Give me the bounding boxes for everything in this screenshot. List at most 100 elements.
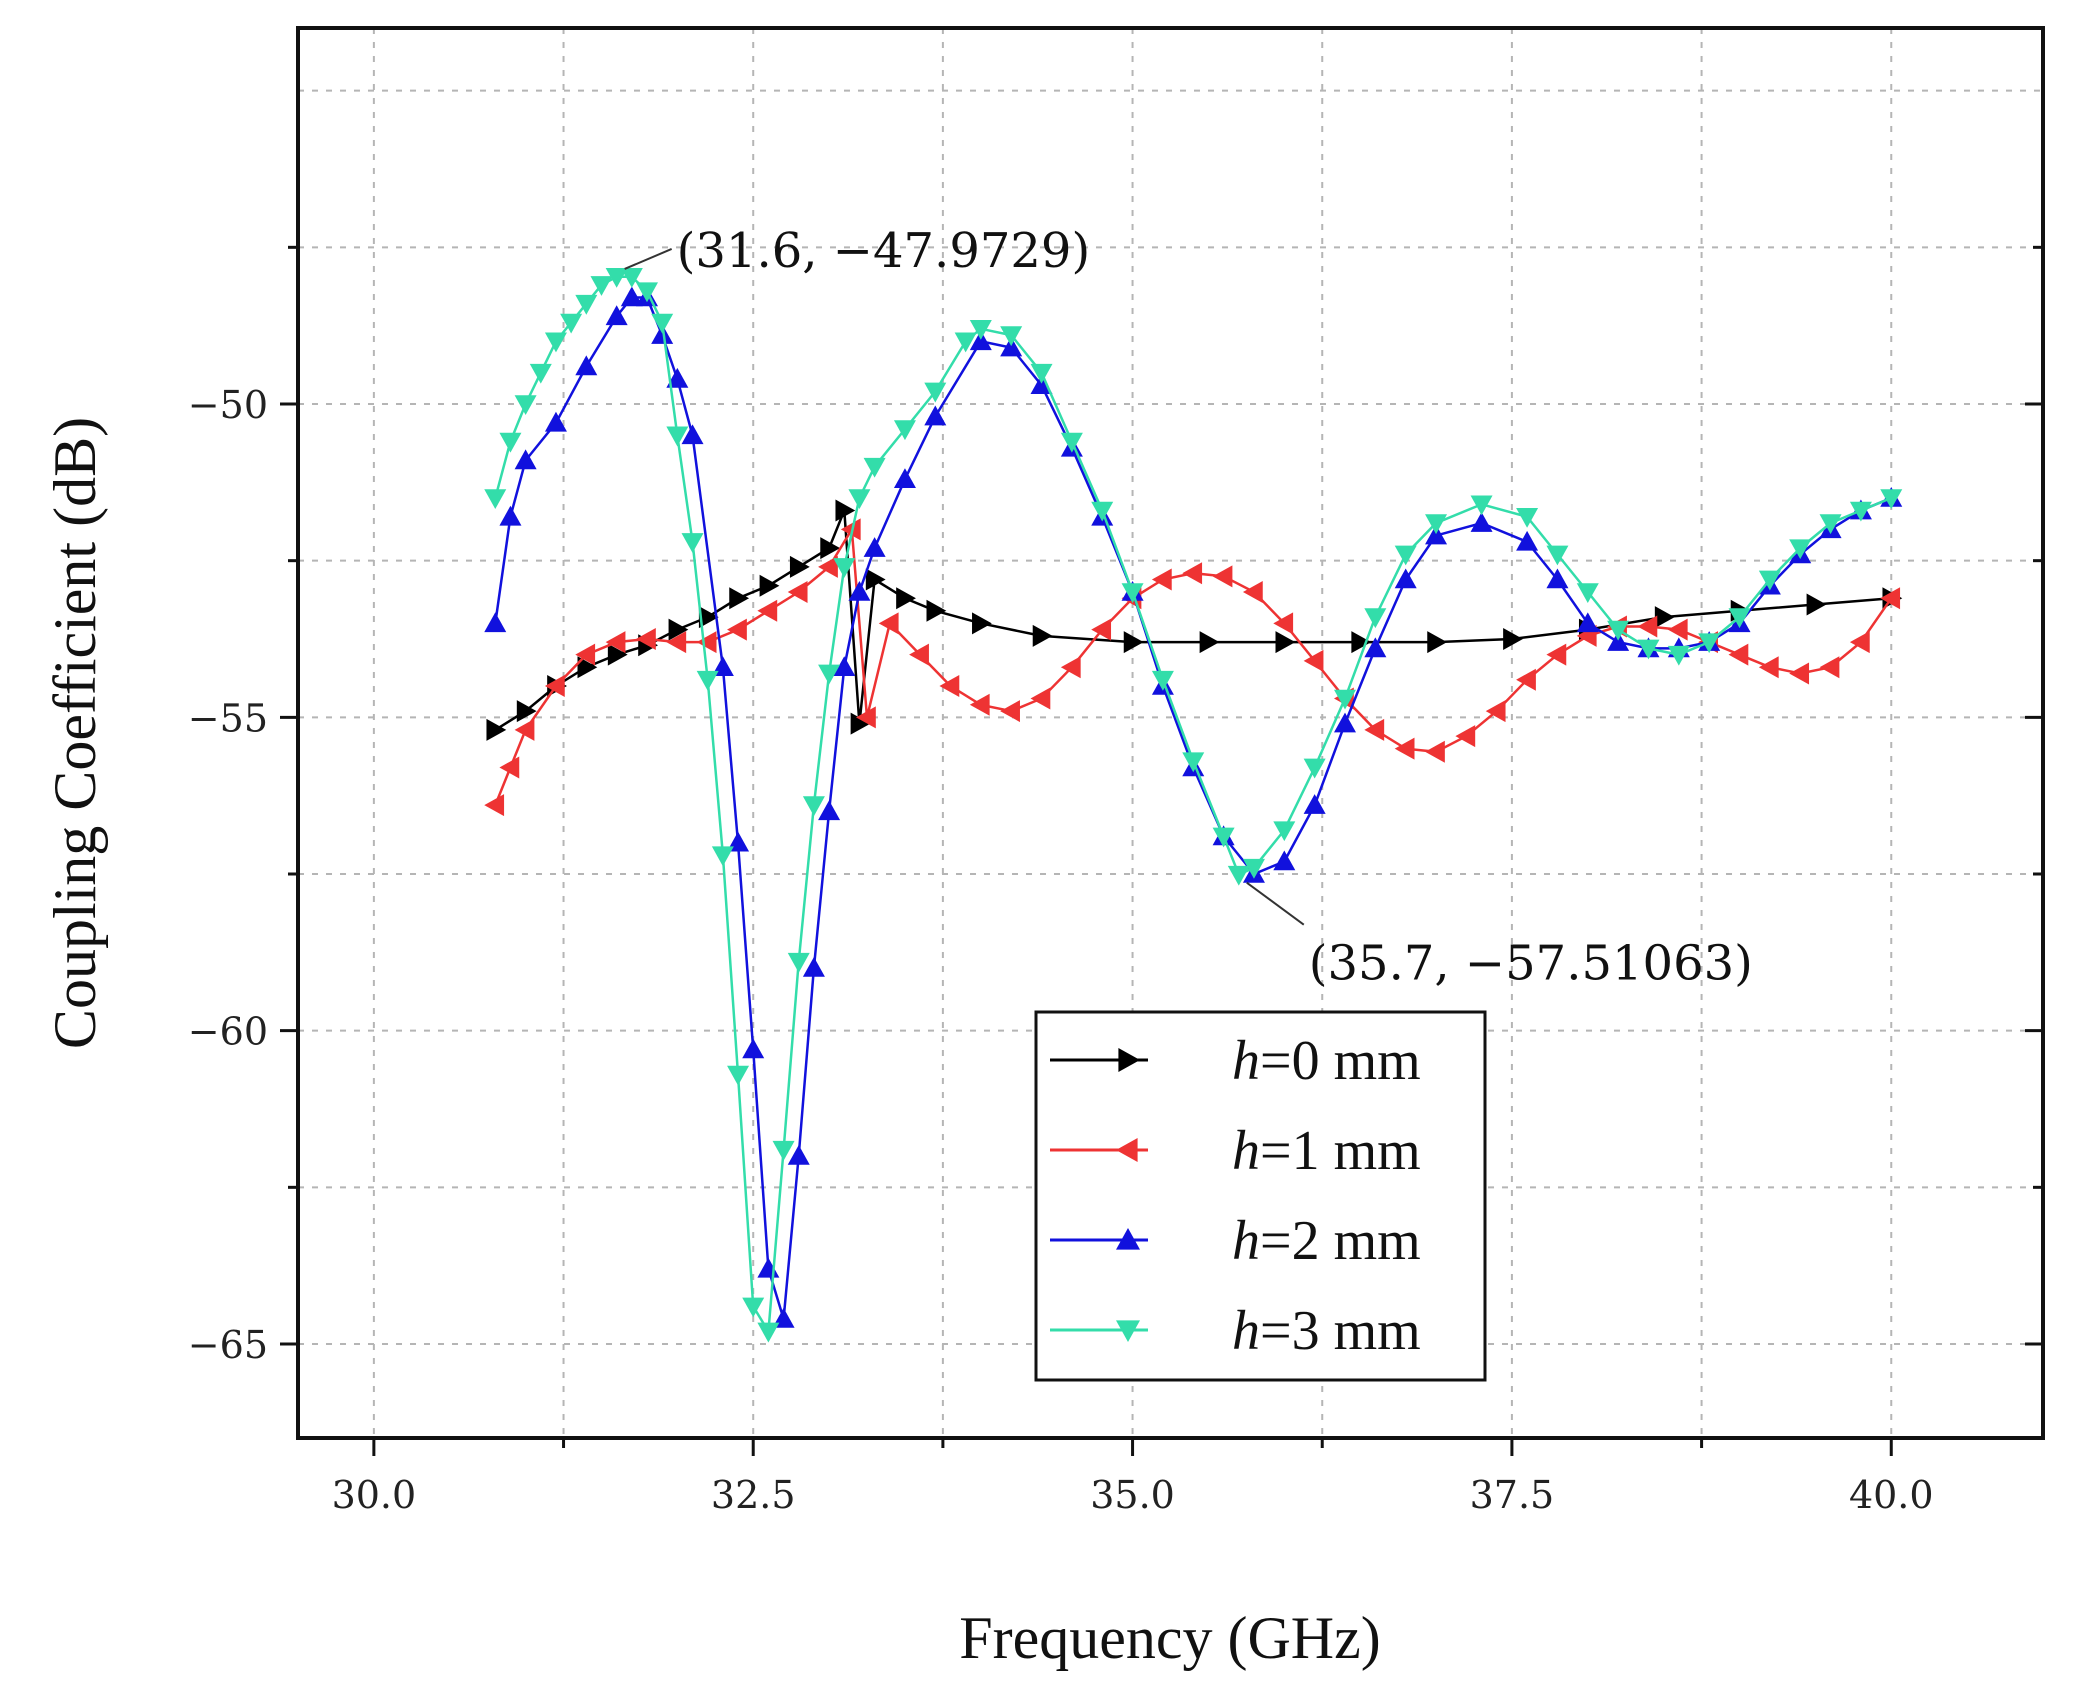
- data-point: [742, 1038, 765, 1059]
- data-point: [969, 693, 990, 716]
- data-point: [969, 320, 992, 340]
- data-point: [605, 267, 628, 288]
- data-point: [729, 587, 750, 610]
- data-point: [1789, 539, 1812, 560]
- data-point: [1275, 631, 1296, 654]
- data-point: [1470, 512, 1493, 532]
- data-point: [1455, 725, 1476, 748]
- data-point: [1151, 670, 1174, 691]
- data-point: [620, 286, 643, 307]
- data-point: [1091, 501, 1114, 522]
- data-point: [516, 700, 537, 723]
- data-point: [1364, 608, 1387, 629]
- data-point: [1503, 628, 1523, 650]
- data-point: [1060, 432, 1083, 453]
- data-point: [1819, 514, 1842, 535]
- data-point: [1091, 618, 1112, 641]
- legend: h=0 mm h=1 mm h=2 mm h=3 mm: [1034, 1010, 1487, 1382]
- x-axis-title: Frequency (GHz): [959, 1605, 1381, 1671]
- data-point: [840, 518, 861, 541]
- data-point: [1849, 631, 1870, 654]
- data-point: [924, 382, 947, 403]
- legend-label: h=0 mm: [1232, 1030, 1421, 1092]
- data-point: [1819, 656, 1840, 679]
- data-point: [1000, 336, 1023, 357]
- data-point: [818, 664, 841, 685]
- data-point: [1637, 639, 1660, 660]
- data-point: [484, 489, 507, 509]
- data-point: [1030, 687, 1051, 710]
- series-1: [484, 518, 1901, 817]
- data-point: [939, 675, 960, 697]
- data-point: [1303, 649, 1324, 672]
- data-point: [560, 313, 583, 334]
- data-point: [1425, 740, 1445, 763]
- x-tick-label: 32.5: [711, 1473, 796, 1517]
- series-layer: [484, 267, 1903, 1343]
- data-point: [1427, 631, 1448, 654]
- annotation-leader: [1246, 881, 1305, 926]
- data-point: [577, 656, 598, 679]
- data-point: [1516, 508, 1539, 528]
- x-tick-label: 37.5: [1470, 1473, 1555, 1517]
- data-point: [651, 313, 674, 334]
- data-point: [636, 282, 658, 303]
- data-point: [1607, 620, 1630, 641]
- data-point: [666, 631, 687, 654]
- data-point: [772, 1140, 795, 1161]
- data-point: [850, 712, 871, 735]
- data-point: [1470, 495, 1493, 516]
- data-point: [1334, 712, 1356, 733]
- data-point: [787, 1145, 810, 1165]
- annotation-label: (31.6, −47.9729): [677, 223, 1091, 279]
- data-point: [1698, 633, 1721, 654]
- data-point: [1806, 593, 1827, 616]
- data-point: [757, 599, 778, 622]
- data-point: [742, 1297, 765, 1318]
- legend-marker: [1116, 1228, 1140, 1250]
- data-point: [514, 718, 535, 741]
- data-point: [620, 267, 643, 288]
- data-point: [514, 449, 537, 470]
- data-point: [1030, 374, 1053, 394]
- data-point: [484, 794, 505, 817]
- y-tick-label: −50: [188, 383, 268, 427]
- y-axis-title: Coupling Coefficient (dB): [42, 417, 108, 1049]
- data-point: [1758, 570, 1781, 591]
- data-point: [1351, 631, 1372, 654]
- data-point: [1060, 656, 1081, 679]
- data-point: [1667, 618, 1688, 641]
- data-point: [1182, 562, 1203, 585]
- legend-item-2: h=2 mm: [1050, 1210, 1421, 1272]
- annotations: (31.6, −47.9729) (35.7, −57.51063): [624, 223, 1753, 992]
- data-point: [1576, 612, 1599, 633]
- data-point: [1199, 631, 1220, 654]
- data-point: [1242, 581, 1263, 603]
- data-point: [727, 1065, 750, 1086]
- axis-ticks: [280, 245, 2043, 1456]
- data-point: [651, 324, 674, 344]
- data-point: [1212, 565, 1233, 588]
- data-point: [499, 432, 522, 453]
- legend-marker: [1116, 1138, 1138, 1162]
- data-point: [696, 631, 717, 654]
- data-point: [575, 643, 596, 666]
- data-point: [681, 533, 704, 553]
- data-point: [848, 489, 871, 509]
- data-point: [1212, 827, 1235, 848]
- data-point: [893, 468, 916, 488]
- data-point: [909, 643, 929, 666]
- data-point: [607, 643, 628, 666]
- data-point: [544, 332, 567, 353]
- data-point: [514, 395, 537, 415]
- plot-frame: [296, 26, 2045, 1440]
- data-point: [1425, 514, 1448, 535]
- data-point: [818, 555, 838, 578]
- data-point: [1789, 662, 1810, 685]
- data-point: [605, 305, 628, 326]
- data-point: [1576, 583, 1599, 603]
- legend-marker: [1116, 1320, 1140, 1342]
- data-point: [636, 628, 656, 650]
